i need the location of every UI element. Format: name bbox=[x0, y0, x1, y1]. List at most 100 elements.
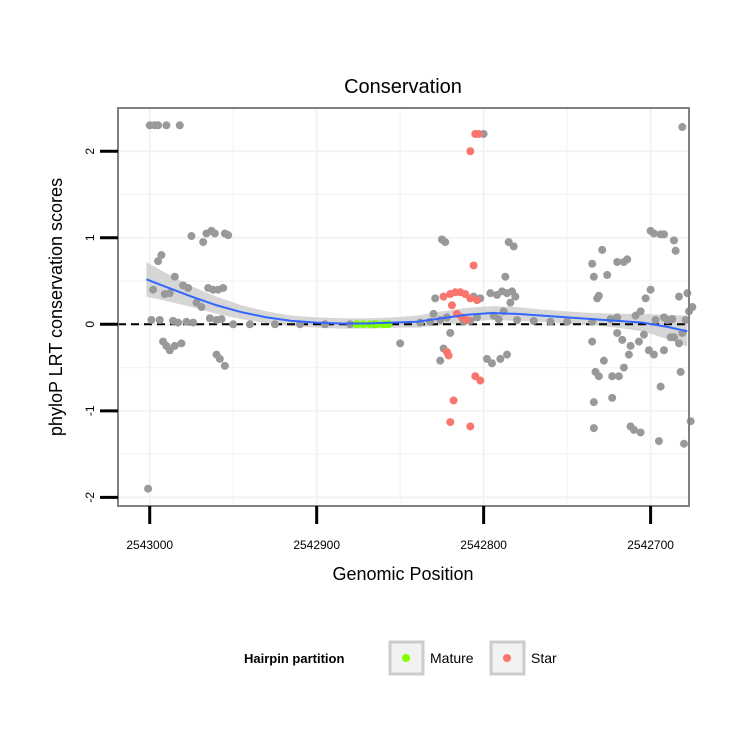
data-point-other bbox=[594, 372, 603, 381]
data-point-other bbox=[441, 238, 450, 247]
data-point-other bbox=[157, 251, 166, 260]
data-point-other bbox=[154, 121, 163, 130]
data-point-other bbox=[187, 232, 196, 241]
data-point-other bbox=[613, 313, 622, 322]
data-point-other bbox=[614, 372, 623, 381]
data-point-other bbox=[199, 238, 208, 247]
data-point-other bbox=[431, 294, 440, 303]
data-point-other bbox=[674, 292, 683, 301]
smooth-line bbox=[146, 278, 688, 333]
data-point-other bbox=[649, 350, 658, 359]
data-point-star bbox=[462, 315, 471, 324]
data-point-other bbox=[147, 315, 156, 324]
data-point-star bbox=[444, 351, 453, 360]
data-point-other bbox=[683, 289, 692, 298]
data-point-other bbox=[224, 231, 233, 240]
data-point-other bbox=[197, 303, 206, 311]
data-point-other bbox=[608, 372, 617, 381]
data-point-other bbox=[613, 328, 622, 337]
data-point-other bbox=[170, 341, 179, 350]
data-point-other bbox=[659, 346, 668, 355]
data-point-other bbox=[678, 123, 687, 132]
legend-label-star: Star bbox=[531, 650, 557, 666]
y-tick-label: -1 bbox=[83, 405, 97, 416]
data-point-other bbox=[154, 257, 163, 266]
data-point-other bbox=[659, 230, 668, 239]
scatter-points bbox=[144, 121, 697, 493]
data-point-other bbox=[174, 318, 183, 327]
data-point-other bbox=[588, 337, 597, 346]
data-point-other bbox=[496, 354, 505, 363]
data-point-other bbox=[686, 417, 695, 426]
data-point-other bbox=[170, 272, 179, 281]
x-tick-label: 2542800 bbox=[460, 538, 507, 552]
data-point-other bbox=[509, 242, 518, 251]
data-point-other bbox=[229, 320, 238, 329]
data-point-other bbox=[649, 229, 658, 238]
data-point-other bbox=[636, 307, 645, 316]
data-point-other bbox=[162, 121, 171, 130]
data-point-other bbox=[165, 289, 174, 298]
data-point-other bbox=[624, 350, 633, 359]
chart-title: Conservation bbox=[344, 76, 462, 98]
legend-marker-star bbox=[503, 654, 511, 662]
data-point-other bbox=[184, 283, 193, 292]
data-point-star bbox=[466, 294, 475, 303]
data-point-other bbox=[511, 292, 520, 301]
data-point-other bbox=[589, 398, 598, 407]
data-point-other bbox=[446, 328, 455, 337]
data-point-other bbox=[270, 320, 279, 329]
data-point-other bbox=[189, 318, 198, 327]
data-point-other bbox=[594, 291, 603, 300]
legend-label-mature: Mature bbox=[430, 650, 474, 666]
data-point-other bbox=[589, 424, 598, 433]
data-point-other bbox=[674, 339, 683, 348]
data-point-other bbox=[513, 315, 522, 324]
data-point-other bbox=[626, 341, 635, 350]
data-point-star bbox=[466, 147, 475, 156]
data-point-other bbox=[688, 303, 697, 311]
data-point-star bbox=[471, 129, 480, 138]
legend-title: Hairpin partition bbox=[244, 651, 344, 666]
data-point-other bbox=[529, 316, 538, 325]
data-point-other bbox=[546, 317, 555, 326]
data-point-other bbox=[651, 315, 660, 324]
data-point-other bbox=[175, 121, 184, 130]
data-point-star bbox=[439, 292, 448, 301]
data-point-other bbox=[245, 320, 254, 329]
data-point-other bbox=[639, 330, 648, 339]
data-point-other bbox=[159, 337, 168, 346]
data-point-mature bbox=[384, 320, 393, 329]
data-point-other bbox=[436, 356, 445, 365]
data-point-other bbox=[669, 236, 678, 245]
data-point-other bbox=[503, 350, 512, 359]
data-point-other bbox=[506, 298, 515, 307]
data-point-other bbox=[634, 337, 643, 346]
data-point-other bbox=[629, 425, 638, 434]
data-point-star bbox=[449, 396, 458, 405]
data-point-other bbox=[656, 382, 665, 391]
data-point-star bbox=[466, 422, 475, 431]
y-tick-label: -2 bbox=[83, 492, 97, 503]
data-point-other bbox=[487, 359, 496, 368]
data-point-other bbox=[396, 339, 405, 348]
legend: Hairpin partition Mature Star bbox=[244, 640, 557, 676]
data-point-other bbox=[641, 294, 650, 303]
data-point-other bbox=[681, 315, 690, 324]
data-point-other bbox=[679, 439, 688, 448]
data-point-other bbox=[217, 315, 226, 324]
plot-panel-border bbox=[117, 107, 690, 507]
data-point-other bbox=[486, 289, 495, 298]
data-point-other bbox=[321, 320, 330, 329]
data-point-star bbox=[476, 376, 485, 385]
data-point-other bbox=[472, 313, 481, 322]
data-point-other bbox=[676, 367, 685, 376]
data-point-other bbox=[608, 393, 617, 402]
legend-marker-mature bbox=[402, 654, 410, 662]
data-point-other bbox=[636, 428, 645, 437]
data-point-other bbox=[619, 363, 628, 372]
data-point-other bbox=[668, 315, 677, 324]
data-point-other bbox=[177, 339, 186, 348]
data-point-other bbox=[205, 314, 214, 323]
y-tick-label: 2 bbox=[83, 148, 97, 155]
